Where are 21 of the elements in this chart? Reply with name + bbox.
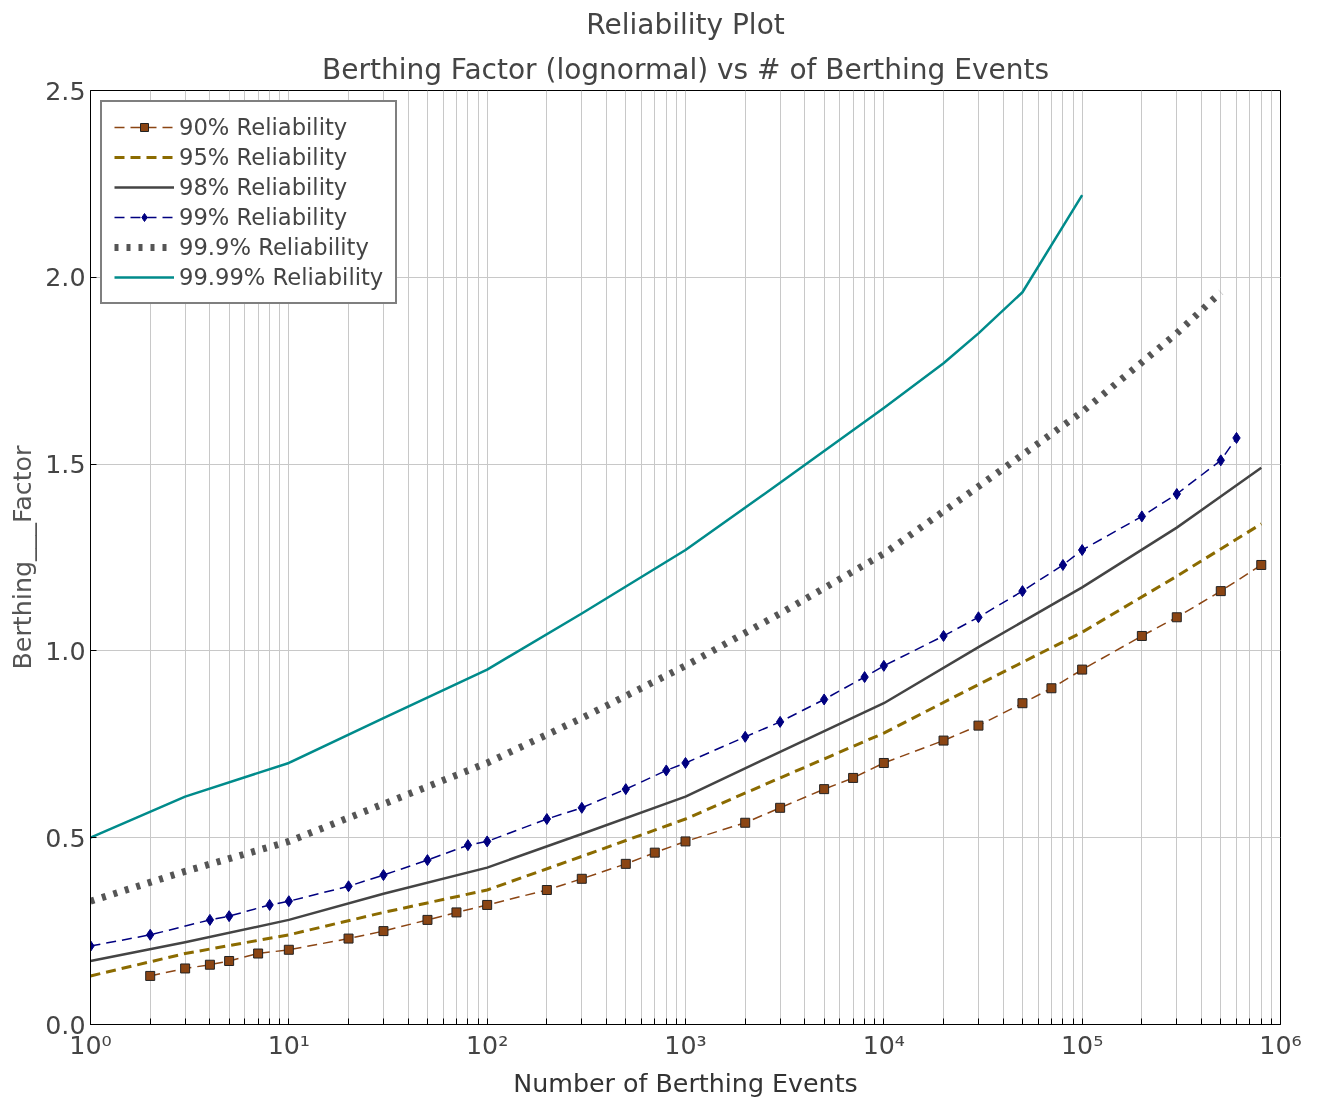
y-tick-label: 1.5 xyxy=(45,449,86,480)
y-tick-label: 0.5 xyxy=(45,822,86,853)
legend-label: 90% Reliability xyxy=(179,114,348,140)
legend-label: 98% Reliability xyxy=(179,174,348,200)
x-tick-label: 10⁵ xyxy=(1060,1029,1104,1060)
x-axis-title: Number of Berthing Events xyxy=(513,1067,858,1098)
chart-title: Reliability Plot xyxy=(586,7,785,41)
chart-subtitle: Berthing Factor (lognormal) vs # of Berthing Events xyxy=(322,52,1050,86)
legend-label: 99.9% Reliability xyxy=(179,234,369,260)
y-tick-label: 1.0 xyxy=(45,635,86,666)
y-axis-title: Berthing___Factor xyxy=(7,444,38,670)
x-tick-label: 10⁶ xyxy=(1259,1029,1302,1060)
x-tick-label: 10¹ xyxy=(267,1029,311,1060)
x-tick-label: 10² xyxy=(465,1029,509,1060)
x-tick-label: 10³ xyxy=(664,1029,707,1060)
x-tick-label: 10⁴ xyxy=(862,1029,906,1060)
y-tick-label: 2.5 xyxy=(45,75,86,106)
legend-label: 99% Reliability xyxy=(179,204,348,230)
y-tick-label: 2.0 xyxy=(45,262,86,293)
legend-label: 99.99% Reliability xyxy=(179,264,384,290)
legend-label: 95% Reliability xyxy=(179,144,348,170)
